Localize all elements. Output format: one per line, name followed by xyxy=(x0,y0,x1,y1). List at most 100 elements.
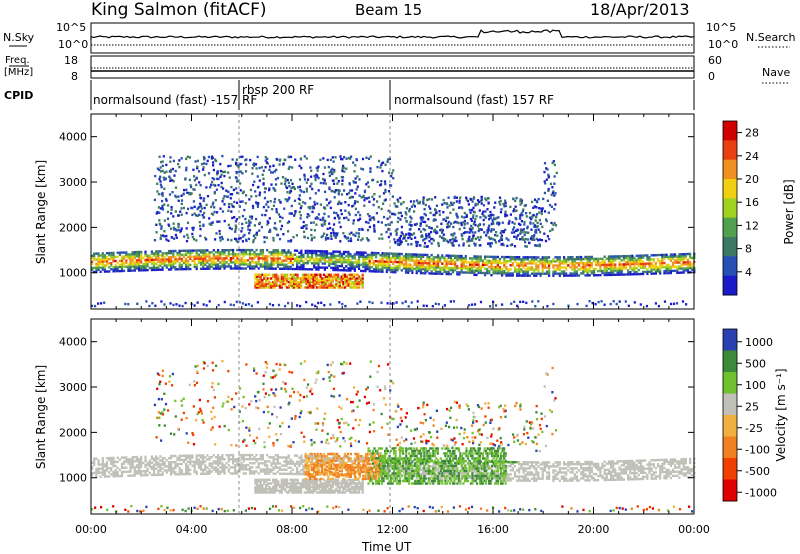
heatmap-cell xyxy=(234,464,237,467)
heatmap-cell xyxy=(569,272,572,275)
heatmap-cell xyxy=(129,259,132,262)
heatmap-cell xyxy=(637,264,640,268)
heatmap-cell xyxy=(180,207,183,210)
heatmap-cell xyxy=(479,216,482,219)
heatmap-cell xyxy=(545,256,549,259)
heatmap-cell xyxy=(131,269,134,272)
heatmap-cell xyxy=(212,161,215,164)
heatmap-cell xyxy=(349,237,352,240)
heatmap-cell xyxy=(264,255,267,258)
heatmap-cell xyxy=(319,181,322,185)
heatmap-cell xyxy=(523,220,526,224)
heatmap-cell xyxy=(322,284,326,287)
heatmap-cell xyxy=(319,279,322,282)
heatmap-cell xyxy=(558,264,561,267)
heatmap-cell xyxy=(405,233,408,236)
colorbar-swatch xyxy=(723,275,737,296)
heatmap-cell xyxy=(556,266,559,269)
heatmap-cell xyxy=(283,460,286,463)
heatmap-cell xyxy=(337,275,340,278)
heatmap-cell xyxy=(251,261,254,264)
heatmap-cell xyxy=(392,169,395,172)
heatmap-cell xyxy=(479,259,482,262)
heatmap-cell xyxy=(333,273,336,276)
heatmap-cell xyxy=(624,257,628,260)
heatmap-cell xyxy=(310,238,313,242)
heatmap-cell xyxy=(315,282,319,286)
heatmap-cell xyxy=(170,266,173,269)
heatmap-cell xyxy=(354,181,357,184)
heatmap-cell xyxy=(390,270,393,274)
heatmap-cell xyxy=(211,221,214,224)
heatmap-cell xyxy=(227,255,230,258)
heatmap-cell xyxy=(355,259,358,262)
heatmap-cell xyxy=(278,163,281,166)
heatmap-cell xyxy=(437,256,440,259)
heatmap-cell xyxy=(361,280,364,284)
heatmap-cell xyxy=(312,280,315,284)
heatmap-cell xyxy=(264,267,267,270)
heatmap-cell xyxy=(193,462,196,465)
heatmap-cell xyxy=(148,256,151,259)
heatmap-cell xyxy=(202,267,205,270)
heatmap-cell xyxy=(342,232,345,235)
heatmap-cell xyxy=(285,185,288,188)
heatmap-cell xyxy=(490,263,493,267)
heatmap-cell xyxy=(498,240,501,243)
heatmap-cell xyxy=(95,469,98,472)
heatmap-cell xyxy=(140,254,143,258)
heatmap-cell xyxy=(261,282,264,286)
heatmap-cell xyxy=(248,221,251,225)
heatmap-cell xyxy=(392,212,395,216)
heatmap-cell xyxy=(446,239,449,242)
heatmap-cell xyxy=(407,243,410,246)
heatmap-cell xyxy=(425,234,428,237)
heatmap-cell xyxy=(230,210,233,213)
heatmap-cell xyxy=(140,265,143,268)
heatmap-cell xyxy=(571,266,574,269)
heatmap-cell xyxy=(448,225,451,228)
heatmap-cell xyxy=(212,255,215,258)
heatmap-cell xyxy=(91,254,94,257)
heatmap-cell xyxy=(178,304,181,307)
heatmap-cell xyxy=(435,204,438,207)
heatmap-cell xyxy=(319,250,322,253)
heatmap-cell xyxy=(526,266,529,269)
heatmap-cell xyxy=(266,460,269,463)
heatmap-cell xyxy=(298,194,301,197)
heatmap-cell xyxy=(191,206,194,210)
heatmap-cell xyxy=(323,258,326,261)
heatmap-cell xyxy=(631,260,634,264)
heatmap-cell xyxy=(576,302,579,306)
heatmap-cell xyxy=(97,302,100,305)
heatmap-cell xyxy=(314,280,317,284)
heatmap-cell xyxy=(513,300,516,303)
heatmap-cell xyxy=(446,206,449,209)
heatmap-cell xyxy=(101,463,104,466)
heatmap-cell xyxy=(214,257,218,260)
heatmap-cell xyxy=(307,178,310,181)
heatmap-cell xyxy=(165,469,168,472)
heatmap-cell xyxy=(312,282,315,286)
heatmap-cell xyxy=(548,237,551,241)
heatmap-cell xyxy=(480,202,483,205)
heatmap-cell xyxy=(268,265,271,268)
heatmap-cell xyxy=(298,202,301,205)
heatmap-cell xyxy=(268,267,271,270)
heatmap-cell xyxy=(133,267,136,270)
heatmap-cell xyxy=(140,466,143,469)
heatmap-cell xyxy=(252,238,255,242)
heatmap-cell xyxy=(458,206,461,209)
heatmap-cell xyxy=(635,266,638,270)
heatmap-cell xyxy=(380,162,383,165)
heatmap-cell xyxy=(490,255,493,258)
heatmap-cell xyxy=(291,257,294,260)
heatmap-cell xyxy=(271,171,274,174)
heatmap-cell xyxy=(127,470,130,473)
heatmap-cell xyxy=(152,254,156,257)
heatmap-cell xyxy=(497,216,500,219)
heatmap-cell xyxy=(357,211,360,214)
heatmap-cell xyxy=(518,216,522,219)
heatmap-cell xyxy=(152,266,156,270)
heatmap-cell xyxy=(97,459,100,462)
